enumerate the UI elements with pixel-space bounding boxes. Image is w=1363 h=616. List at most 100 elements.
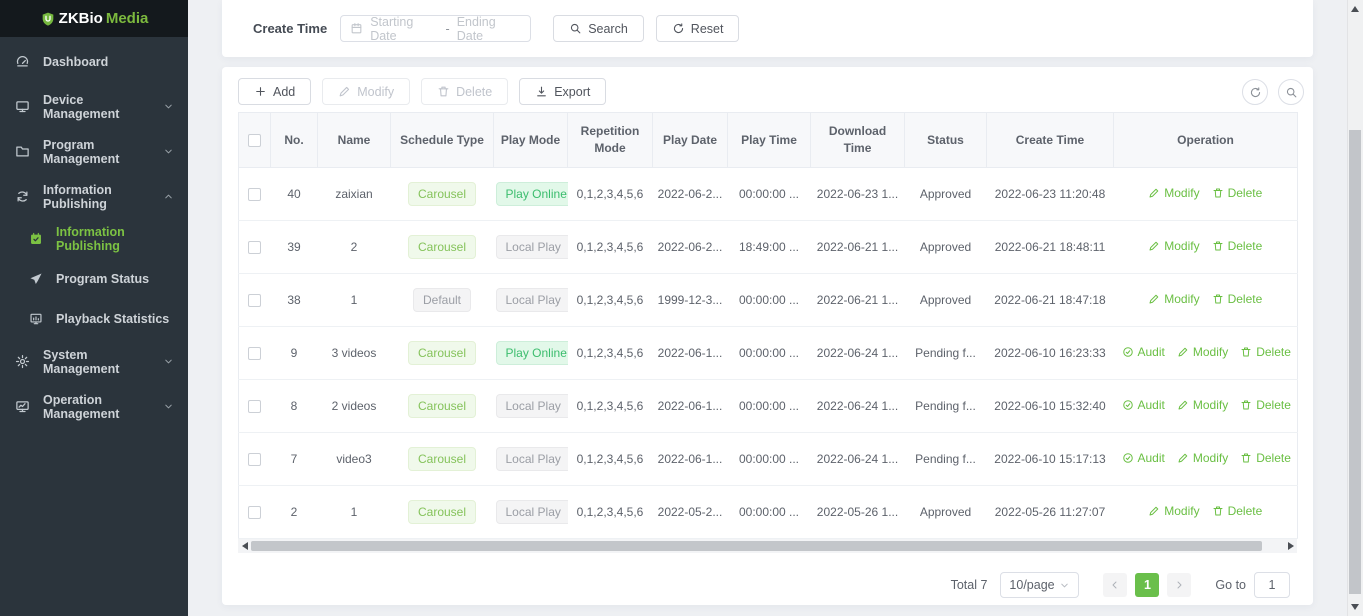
delete-icon: [1212, 505, 1224, 517]
operation-label: Delete: [1227, 504, 1263, 518]
modify-link[interactable]: Modify: [1177, 345, 1228, 359]
modify-link[interactable]: Modify: [1148, 292, 1200, 306]
vertical-scrollbar[interactable]: [1347, 0, 1363, 616]
sidebar-item-playback-statistics[interactable]: Playback Statistics: [0, 299, 188, 339]
date-range-input[interactable]: Starting Date - Ending Date: [340, 14, 532, 43]
sidebar-item-information-publishing[interactable]: Information Publishing: [0, 174, 188, 219]
delete-button[interactable]: Delete: [421, 78, 509, 105]
sync-icon: [15, 189, 30, 204]
caret-down-icon[interactable]: [1351, 604, 1359, 610]
table-row: 2 1 Carousel Local Play 0,1,2,3,4,5,6 20…: [238, 485, 1298, 539]
cell-no: 2: [270, 485, 318, 539]
audit-link[interactable]: Audit: [1122, 451, 1165, 465]
cell-no: 38: [270, 273, 318, 327]
search-button[interactable]: Search: [553, 15, 644, 42]
vertical-scroll-thumb[interactable]: [1349, 130, 1361, 594]
audit-link[interactable]: Audit: [1122, 398, 1165, 412]
row-checkbox[interactable]: [248, 506, 262, 520]
delete-link[interactable]: Delete: [1212, 504, 1263, 518]
cell-checkbox: [238, 167, 271, 221]
scroll-left-arrow[interactable]: [238, 542, 251, 550]
modify-link[interactable]: Modify: [1148, 239, 1200, 253]
delete-icon: [1212, 240, 1224, 252]
cell-schedule-type: Carousel: [390, 326, 494, 380]
play-mode-tag: Local Play: [495, 288, 568, 312]
modify-icon: [1177, 346, 1189, 358]
sidebar-item-system-management[interactable]: System Management: [0, 339, 188, 384]
export-button[interactable]: Export: [519, 78, 607, 105]
column-header-label: Name: [337, 132, 371, 147]
reset-button[interactable]: Reset: [655, 15, 740, 42]
horizontal-scroll-thumb[interactable]: [251, 541, 1262, 551]
delete-link[interactable]: Delete: [1240, 398, 1291, 412]
chevron-down-icon: [163, 101, 174, 112]
row-checkbox[interactable]: [248, 347, 262, 361]
row-checkbox[interactable]: [248, 400, 262, 414]
sidebar-item-operation-management[interactable]: Operation Management: [0, 384, 188, 429]
cell-play-mode: Local Play: [493, 273, 568, 327]
prev-page-button[interactable]: [1103, 573, 1128, 597]
operation-label: Delete: [1256, 398, 1291, 412]
cell-play-date: 2022-06-1...: [652, 379, 728, 433]
table-row: 7 video3 Carousel Local Play 0,1,2,3,4,5…: [238, 432, 1298, 486]
cell-status: Pending f...: [904, 432, 987, 486]
row-checkbox[interactable]: [248, 188, 262, 202]
row-checkbox[interactable]: [248, 241, 262, 255]
refresh-table-button[interactable]: [1242, 79, 1268, 105]
chevron-down-icon: [163, 401, 174, 412]
sidebar-item-device-management[interactable]: Device Management: [0, 84, 188, 129]
cell-play-time: 00:00:00 ...: [727, 485, 811, 539]
operation-label: Audit: [1137, 451, 1165, 465]
cell-play-time: 00:00:00 ...: [727, 432, 811, 486]
cell-repetition-mode: 0,1,2,3,4,5,6: [567, 167, 653, 221]
modify-link[interactable]: Modify: [1177, 451, 1228, 465]
search-button-label: Search: [588, 21, 628, 36]
select-all-checkbox[interactable]: [248, 133, 261, 147]
chevron-down-icon: [1059, 580, 1070, 591]
delete-link[interactable]: Delete: [1240, 345, 1291, 359]
sidebar-item-program-management[interactable]: Program Management: [0, 129, 188, 174]
cell-status: Approved: [904, 485, 987, 539]
modify-link[interactable]: Modify: [1148, 186, 1200, 200]
cell-operation: Modify Delete: [1113, 220, 1298, 274]
modify-link[interactable]: Modify: [1148, 504, 1200, 518]
modify-button[interactable]: Modify: [322, 78, 411, 105]
cell-download-time: 2022-06-24 1...: [810, 326, 905, 380]
operation-label: Modify: [1164, 504, 1200, 518]
horizontal-scrollbar[interactable]: [238, 539, 1297, 553]
delete-link[interactable]: Delete: [1240, 451, 1291, 465]
sidebar-item-dashboard[interactable]: Dashboard: [0, 39, 188, 84]
cell-schedule-type: Carousel: [390, 485, 494, 539]
sidebar-item-program-status[interactable]: Program Status: [0, 259, 188, 299]
row-checkbox[interactable]: [248, 453, 262, 467]
sidebar: ZKBio Media Dashboard Device Management …: [0, 0, 188, 616]
column-header-status: Status: [904, 112, 987, 168]
cell-name: 1: [317, 485, 391, 539]
column-header-label: Operation: [1177, 132, 1234, 147]
main-content: Create Time Starting Date - Ending Date …: [188, 0, 1347, 616]
sidebar-item-information-publishing[interactable]: Information Publishing: [0, 219, 188, 259]
delete-link[interactable]: Delete: [1212, 239, 1262, 253]
row-checkbox[interactable]: [248, 294, 262, 308]
cell-play-mode: Local Play: [493, 432, 568, 486]
schedule-type-tag: Carousel: [407, 447, 477, 471]
delete-link[interactable]: Delete: [1212, 186, 1262, 200]
column-search-button[interactable]: [1278, 79, 1304, 105]
horizontal-scroll-track[interactable]: [251, 539, 1284, 553]
caret-up-icon[interactable]: [1351, 6, 1359, 12]
delete-link[interactable]: Delete: [1212, 292, 1262, 306]
scroll-right-arrow[interactable]: [1284, 542, 1297, 550]
cell-no: 39: [270, 220, 318, 274]
next-page-button[interactable]: [1167, 573, 1192, 597]
page-size-select[interactable]: 10/page: [1000, 572, 1080, 598]
modify-link[interactable]: Modify: [1177, 398, 1228, 412]
add-button[interactable]: Add: [238, 78, 312, 105]
cell-checkbox: [238, 379, 271, 433]
audit-link[interactable]: Audit: [1122, 345, 1165, 359]
cell-status: Pending f...: [904, 379, 987, 433]
end-date-placeholder: Ending Date: [456, 14, 496, 43]
goto-page-input[interactable]: [1254, 572, 1290, 598]
current-page-button[interactable]: 1: [1135, 573, 1160, 597]
brand-name-primary: ZKBio: [58, 10, 103, 27]
cell-schedule-type: Carousel: [390, 379, 494, 433]
